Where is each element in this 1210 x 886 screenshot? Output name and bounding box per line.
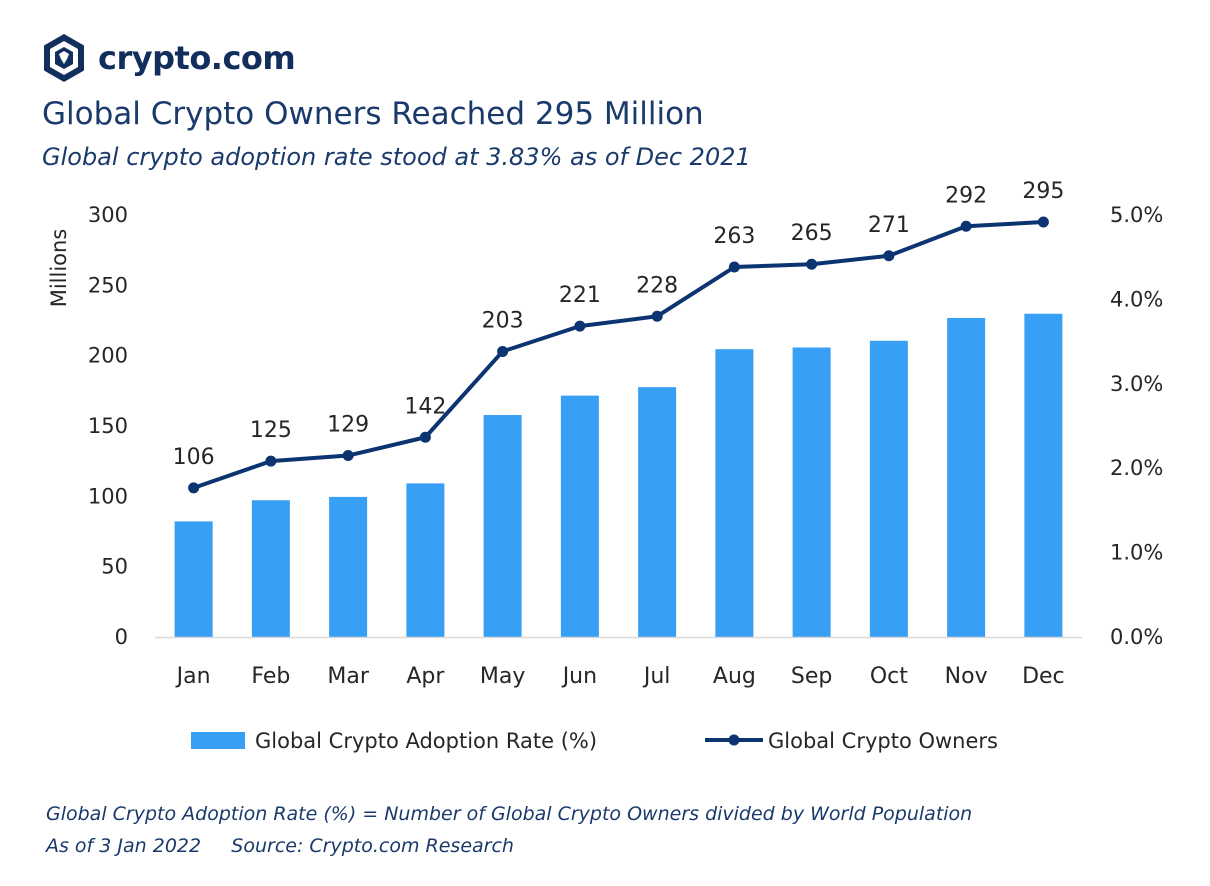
brand-logo: crypto.com (42, 32, 296, 84)
data-label: 228 (636, 273, 678, 298)
y-tick-label-right: 1.0% (1110, 541, 1163, 565)
legend-label-line: Global Crypto Owners (768, 729, 998, 753)
bar-jun (560, 395, 599, 637)
y-tick-label-right: 3.0% (1110, 372, 1163, 396)
chart-subtitle: Global crypto adoption rate stood at 3.8… (42, 143, 751, 171)
x-tick-label: Jul (642, 664, 671, 689)
bar-jul (638, 387, 677, 637)
data-label: 142 (404, 394, 446, 419)
crypto-com-lion-shield-icon (44, 34, 84, 82)
x-tick-label: Jan (175, 664, 211, 689)
y-tick-label-right: 4.0% (1110, 287, 1163, 311)
y-tick-label-left: 50 (101, 555, 128, 579)
y-tick-label-left: 200 (88, 344, 128, 368)
legend-swatch-marker (728, 734, 740, 746)
chart-title: Global Crypto Owners Reached 295 Million (42, 96, 704, 132)
bar-aug (715, 349, 754, 637)
line-point-feb (265, 455, 277, 467)
x-tick-label: Aug (713, 664, 756, 689)
line-point-jul (651, 310, 663, 322)
y-tick-label-left: 300 (88, 203, 128, 227)
bar-sep (792, 347, 831, 637)
x-tick-label: Apr (406, 664, 445, 689)
data-label: 271 (868, 213, 910, 238)
line-point-aug (728, 261, 740, 273)
y-tick-label-right: 2.0% (1110, 456, 1163, 480)
bar-nov (947, 317, 986, 637)
line-global-crypto-owners (191, 220, 1046, 490)
brand-name: crypto.com (98, 39, 296, 77)
bar-jan (174, 521, 213, 637)
bar-dec (1024, 313, 1063, 637)
y-tick-label-right: 0.0% (1110, 625, 1163, 649)
x-tick-label: Mar (327, 664, 369, 689)
line-point-sep (806, 258, 818, 270)
line-point-jan (188, 482, 200, 494)
y-tick-label-left: 150 (88, 414, 128, 438)
x-tick-label: May (480, 664, 525, 689)
footnote-source: As of 3 Jan 2022 Source: Crypto.com Rese… (46, 835, 514, 857)
bar-may (483, 415, 522, 637)
y-tick-label-left: 250 (88, 273, 128, 297)
data-label: 125 (250, 418, 292, 443)
bar-feb (251, 500, 290, 637)
line-point-dec (1037, 216, 1049, 228)
legend-label-bar: Global Crypto Adoption Rate (%) (255, 729, 597, 753)
x-tick-label: Feb (251, 664, 290, 689)
line-point-mar (342, 450, 354, 462)
x-tick-label: Nov (945, 664, 988, 689)
data-label: 106 (173, 445, 215, 470)
bar-mar (329, 496, 368, 637)
x-tick-label: Sep (791, 664, 832, 689)
footnote-definition: Global Crypto Adoption Rate (%) = Number… (46, 803, 973, 825)
data-label: 295 (1022, 179, 1064, 204)
x-tick-label: Oct (870, 664, 908, 689)
legend-swatch-bar (191, 732, 245, 749)
x-tick-label: Dec (1022, 664, 1065, 689)
x-tick-label: Jun (561, 664, 597, 689)
data-label: 265 (791, 221, 833, 246)
data-label: 263 (713, 224, 755, 249)
y-tick-label-left: 100 (88, 484, 128, 508)
line-point-apr (419, 431, 431, 443)
line-point-oct (883, 250, 895, 262)
data-label: 129 (327, 413, 369, 438)
bar-apr (406, 483, 445, 637)
line-point-jun (574, 320, 586, 332)
line-point-may (497, 345, 509, 357)
data-label: 203 (482, 308, 524, 333)
bar-oct (869, 340, 908, 637)
line-point-nov (960, 220, 972, 232)
data-label: 292 (945, 183, 987, 208)
y-axis-label: Millions (47, 229, 71, 308)
y-tick-label-right: 5.0% (1110, 203, 1163, 227)
y-tick-label-left: 0 (115, 625, 128, 649)
data-label: 221 (559, 283, 601, 308)
